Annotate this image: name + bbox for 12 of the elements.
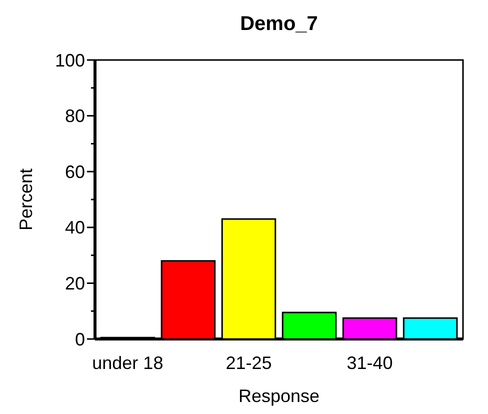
y-tick-label: 60 <box>64 162 85 182</box>
x-axis-title: Response <box>238 386 320 406</box>
y-tick-label: 0 <box>74 329 85 350</box>
y-tick-label: 100 <box>54 50 85 70</box>
chart-title: Demo_7 <box>240 13 318 35</box>
y-tick-label: 20 <box>64 274 85 294</box>
x-tick-label: 21-25 <box>226 353 272 373</box>
y-tick-label: 80 <box>64 106 85 126</box>
x-tick-label: 31-40 <box>346 353 393 373</box>
y-tick-label: 40 <box>64 218 85 238</box>
x-tick-label: under 18 <box>92 353 164 373</box>
y-axis-title: Percent <box>16 168 36 231</box>
